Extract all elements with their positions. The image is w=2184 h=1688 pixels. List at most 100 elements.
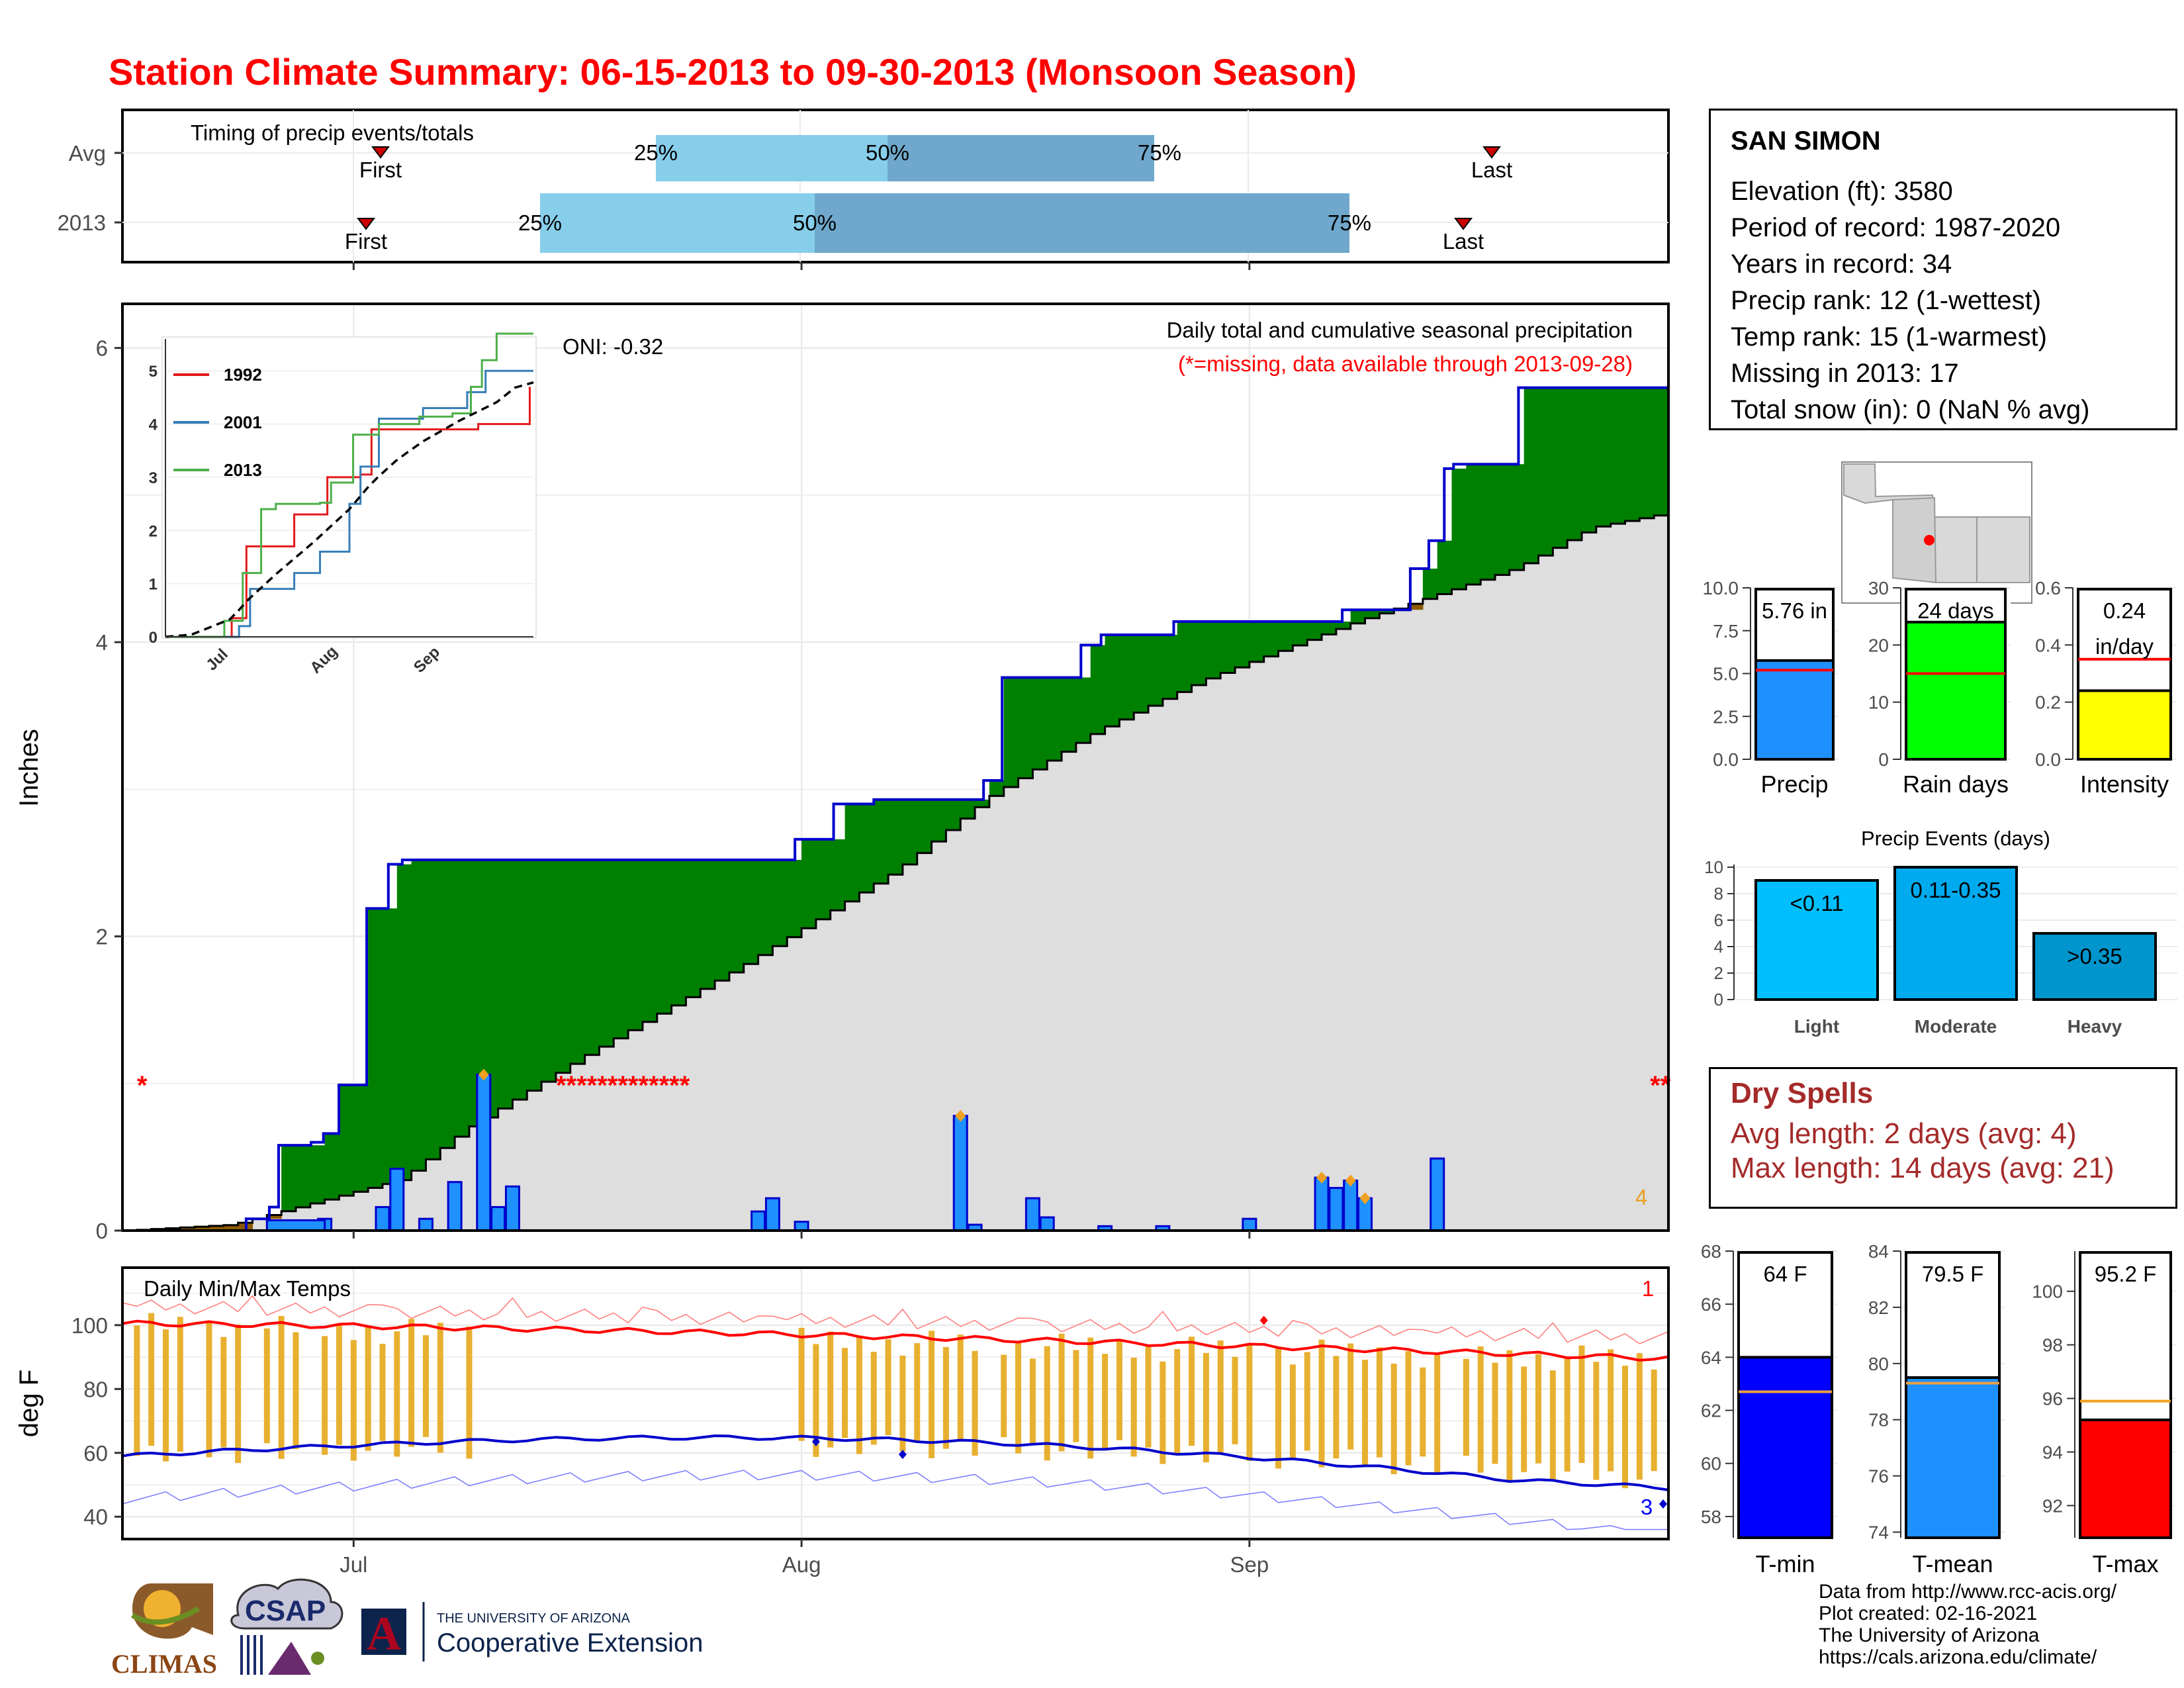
precip-y-tick-label: 0 (96, 1219, 108, 1243)
daily-temp-bar (278, 1315, 285, 1459)
surplus-area (396, 864, 412, 1180)
csap-logo-text: CSAP (245, 1595, 326, 1627)
surplus-area (931, 799, 947, 842)
surplus-area (310, 1145, 326, 1204)
surplus-area (1278, 622, 1293, 651)
average-cumulative-line (122, 512, 1670, 1232)
precip-main-panel: * ************* ** Daily total and cumulat… (15, 303, 1671, 1243)
surplus-area (815, 839, 831, 919)
surplus-area (1177, 622, 1193, 692)
tmax-axis-label: T-max (2092, 1550, 2158, 1577)
y2013-50-75-bar (815, 193, 1349, 253)
surplus-area (1596, 387, 1612, 527)
daily-temp-bar (408, 1319, 415, 1447)
inset-y-tick-label: 0 (149, 629, 158, 647)
daily-precip-bar (418, 1217, 433, 1232)
surplus-area (483, 860, 499, 1118)
map-arizona-shape (1892, 496, 1937, 584)
surplus-area (1350, 610, 1366, 624)
precip-y-tick-label: 10.0 (1703, 578, 1739, 598)
daily-temp-bar (929, 1331, 935, 1458)
precip-y-tick-label: 4 (96, 630, 108, 655)
tmin-bar (1737, 1356, 1833, 1539)
rain-days-y-tick-label: 30 (1868, 578, 1889, 598)
surplus-area (498, 860, 514, 1109)
precip-value-label: 5.76 in (1762, 598, 1827, 623)
precip-plot-area: * ************* ** (122, 386, 1671, 1232)
daily-temp-bar (206, 1321, 212, 1458)
surplus-area (1119, 635, 1134, 720)
daily-temp-bar (1651, 1369, 1657, 1472)
events-category-label: Moderate (1915, 1016, 1997, 1037)
surplus-area (715, 860, 730, 981)
surplus-area (1075, 677, 1091, 743)
location-map (1841, 461, 2032, 604)
record-low-line (122, 1470, 1668, 1530)
station-info-box: SAN SIMON Elevation (ft): 3580 Period of… (1709, 109, 2177, 430)
temp-top-count: 1 (1642, 1276, 1654, 1301)
daily-temp-bar (1304, 1352, 1310, 1451)
surplus-area (743, 860, 759, 964)
surplus-area (1105, 635, 1120, 727)
surplus-area (527, 860, 542, 1091)
surplus-area (1437, 540, 1453, 594)
daily-temp-bar (1405, 1351, 1412, 1466)
daily-temp-bar (1203, 1352, 1209, 1463)
record-marker (1359, 1192, 1371, 1205)
daily-temp-bar (1420, 1367, 1426, 1457)
daily-temp-bar (1058, 1333, 1065, 1452)
avg-first-marker (371, 146, 390, 159)
credit-line-2: Plot created: 02-16-2021 (1819, 1603, 2038, 1624)
events-category-label: Heavy (2068, 1016, 2122, 1037)
surplus-area (1293, 622, 1308, 645)
tmean-axis-label: T-mean (1912, 1550, 1993, 1577)
x-tick-label: Jul (340, 1552, 367, 1577)
events-y-tick-label: 6 (1714, 910, 1723, 930)
temp-y-tick-label: 40 (83, 1505, 108, 1529)
credit-line-3: The University of Arizona (1819, 1624, 2040, 1646)
temp-panel: Daily Min/Max Temps 1 3 deg F 406080100 … (15, 262, 1670, 1577)
surplus-area (1336, 622, 1351, 630)
climas-logo: CLIMAS (111, 1583, 217, 1679)
surplus-area (1582, 387, 1597, 533)
daily-precip-bar (1314, 1176, 1330, 1232)
inset-legend-label: 2001 (224, 412, 262, 432)
daily-temp-bar (148, 1313, 155, 1446)
avg-50-75-bar (887, 135, 1154, 181)
daily-temp-bar (177, 1317, 183, 1452)
surplus-area (584, 860, 600, 1055)
climas-logo-text: CLIMAS (111, 1649, 217, 1679)
tmax-y-tick-label: 98 (2042, 1335, 2063, 1356)
daily-temp-bar (1130, 1358, 1137, 1457)
daily-temp-bar (1535, 1354, 1542, 1464)
daily-temp-bar (394, 1331, 400, 1457)
surplus-area (1032, 677, 1048, 770)
surplus-area (1249, 622, 1265, 662)
events-category-label: Light (1794, 1016, 1839, 1037)
precip-y-tick-label: 5.0 (1713, 664, 1739, 684)
oni-label: ONI: -0.32 (563, 334, 663, 359)
events-y-tick-label: 4 (1714, 937, 1723, 957)
daily-temp-bar (379, 1344, 386, 1441)
surplus-area (1220, 622, 1236, 673)
intensity-axis-label: Intensity (2080, 771, 2169, 798)
deficit-area (208, 1225, 224, 1231)
daily-temp-bar (798, 1327, 805, 1441)
tmin-value-label: 64 F (1763, 1262, 1807, 1286)
surplus-area (946, 799, 961, 830)
events-title: Precip Events (days) (1861, 827, 2050, 850)
ua-logo-block (361, 1609, 406, 1655)
surplus-area (1062, 677, 1077, 752)
daily-temp-bar (1333, 1356, 1340, 1459)
daily-precip-bar (490, 1205, 506, 1232)
station-snow: Total snow (in): 0 (NaN % avg) (1731, 395, 2090, 424)
dry-spells-avg: Avg length: 2 days (avg: 4) (1731, 1117, 2077, 1150)
surplus-area (555, 860, 571, 1073)
daily-temp-bar (1044, 1346, 1050, 1461)
surplus-area (772, 860, 788, 947)
surplus-area (1495, 464, 1510, 575)
daily-temp-bar (365, 1327, 371, 1451)
precip-y-tick-label: 6 (96, 336, 108, 361)
tmax-y-tick-label: 100 (2032, 1282, 2063, 1302)
daily-precip-bar (389, 1168, 405, 1232)
